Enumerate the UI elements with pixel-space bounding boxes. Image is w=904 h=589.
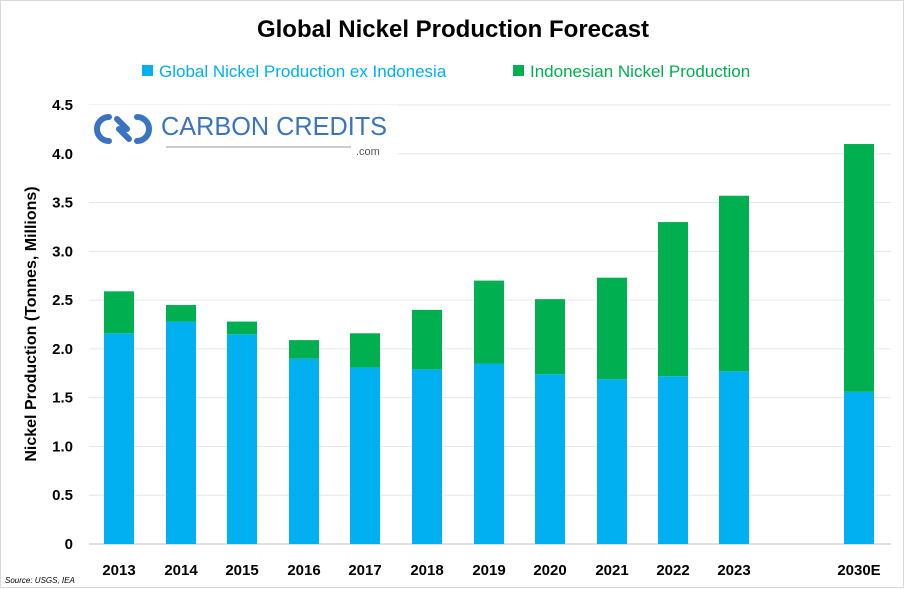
bar-indonesia [719, 195, 749, 372]
y-tick-label: 3.0 [52, 243, 73, 260]
legend-label-indonesia: Indonesian Nickel Production [530, 62, 750, 81]
bar-ex-indonesia [474, 363, 504, 544]
x-tick-label: 2018 [410, 562, 443, 579]
bar-ex-indonesia [227, 334, 257, 544]
bar-ex-indonesia [719, 371, 749, 544]
bar-ex-indonesia [535, 374, 565, 544]
bar-indonesia [350, 333, 380, 368]
bar-ex-indonesia [844, 391, 874, 544]
y-tick-label: 1.5 [52, 390, 73, 407]
bar-ex-indonesia [658, 376, 688, 544]
x-tick-label: 2016 [287, 562, 320, 579]
chart-title: Global Nickel Production Forecast [257, 16, 649, 43]
legend: Global Nickel Production ex Indonesia In… [142, 62, 750, 81]
y-axis-label: Nickel Production (Tonnes, Millions) [23, 186, 40, 461]
y-tick-label: 4.0 [52, 146, 73, 163]
bar-indonesia [844, 144, 874, 392]
x-tick-label: 2023 [717, 562, 750, 579]
x-tick-label: 2030E [837, 562, 880, 579]
bar-ex-indonesia [597, 379, 627, 544]
bar-ex-indonesia [289, 358, 319, 544]
carbon-credits-logo: CARBON CREDITS .com [88, 105, 398, 158]
bar-indonesia [658, 222, 688, 377]
bar-indonesia [289, 340, 319, 359]
y-tick-label: 0.5 [52, 487, 73, 504]
bar-indonesia [535, 299, 565, 375]
y-tick-label: 0 [65, 536, 73, 553]
x-tick-label: 2019 [472, 562, 505, 579]
logo-suffix: .com [356, 146, 380, 158]
bar-ex-indonesia [166, 321, 196, 544]
x-tick-label: 2014 [164, 562, 198, 579]
legend-swatch-indonesia [513, 65, 524, 76]
bar-indonesia [597, 277, 627, 380]
bar-indonesia [412, 309, 442, 370]
x-tick-label: 2022 [656, 562, 689, 579]
bar-indonesia [227, 321, 257, 335]
bar-ex-indonesia [412, 369, 442, 544]
y-tick-label: 1.0 [52, 438, 73, 455]
bar-indonesia [166, 304, 196, 322]
x-tick-label: 2017 [348, 562, 381, 579]
x-tick-label: 2013 [102, 562, 135, 579]
y-tick-label: 2.5 [52, 292, 73, 309]
bar-indonesia [104, 291, 134, 334]
logo-text: CARBON CREDITS [161, 111, 387, 141]
x-tick-label: 2020 [533, 562, 566, 579]
y-tick-label: 2.0 [52, 341, 73, 358]
x-tick-label: 2021 [595, 562, 628, 579]
legend-swatch-ex-indonesia [142, 65, 153, 76]
legend-label-ex-indonesia: Global Nickel Production ex Indonesia [159, 62, 447, 81]
bar-ex-indonesia [104, 333, 134, 544]
bar-indonesia [474, 280, 504, 364]
source-note: Source: USGS, IEA [5, 576, 75, 585]
logo-link-icon [94, 114, 152, 144]
bar-ex-indonesia [350, 367, 380, 544]
x-tick-label: 2015 [225, 562, 258, 579]
y-tick-label: 4.5 [52, 97, 73, 114]
y-tick-label: 3.5 [52, 195, 73, 212]
